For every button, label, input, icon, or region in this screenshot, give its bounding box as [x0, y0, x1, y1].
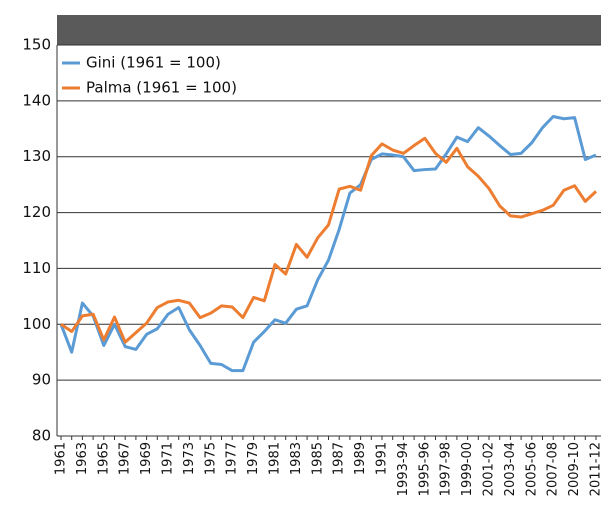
y-tick-label: 150 [22, 36, 51, 54]
x-tick-label: 1995-96 [417, 442, 432, 496]
x-tick-label: 2007-08 [546, 442, 561, 496]
header-band [57, 15, 601, 45]
x-tick-label: 1977 [225, 442, 240, 475]
x-tick-label: 1961 [54, 442, 69, 475]
x-tick-label: 1975 [203, 442, 218, 475]
y-tick-label: 90 [32, 371, 51, 389]
y-tick-label: 110 [22, 259, 51, 277]
x-tick-label: 1993-94 [396, 442, 411, 496]
y-tick-label: 140 [22, 91, 51, 109]
x-tick-label: 1999-00 [460, 442, 475, 496]
x-tick-label: 2003-04 [503, 442, 518, 496]
x-tick-label: 1967 [118, 442, 133, 475]
x-tick-label: 1973 [182, 442, 197, 475]
x-tick-label: 1989 [353, 442, 368, 475]
series-line [59, 114, 597, 373]
x-tick-label: 1985 [310, 442, 325, 475]
x-tick-label: 1971 [161, 442, 176, 475]
x-tick-label: 1991 [375, 442, 390, 475]
y-tick-label: 130 [22, 147, 51, 165]
x-tick-label: 1987 [332, 442, 347, 475]
legend-bg [58, 77, 258, 99]
x-tick-label: 1981 [268, 442, 283, 475]
legend-bg [58, 52, 258, 74]
x-tick-label: 1983 [289, 442, 304, 475]
x-tick-label: 1979 [246, 442, 261, 475]
x-tick-label: 2011-12 [589, 442, 601, 496]
y-tick-label: 120 [22, 203, 51, 221]
series-line [60, 136, 598, 344]
x-tick-label: 1965 [96, 442, 111, 475]
legend-label: Gini (1961 = 100) [86, 54, 221, 72]
x-tick-label: 1969 [139, 442, 154, 475]
x-tick-label: 1997-98 [439, 442, 454, 496]
x-tick-label: 2005-06 [524, 442, 539, 496]
x-tick-label: 2009-10 [567, 442, 582, 496]
y-tick-label: 80 [32, 427, 51, 445]
legend-label: Palma (1961 = 100) [86, 79, 237, 97]
x-tick-label: 2001-02 [482, 442, 497, 496]
x-tick-label: 1963 [75, 442, 90, 475]
y-tick-label: 100 [22, 315, 51, 333]
